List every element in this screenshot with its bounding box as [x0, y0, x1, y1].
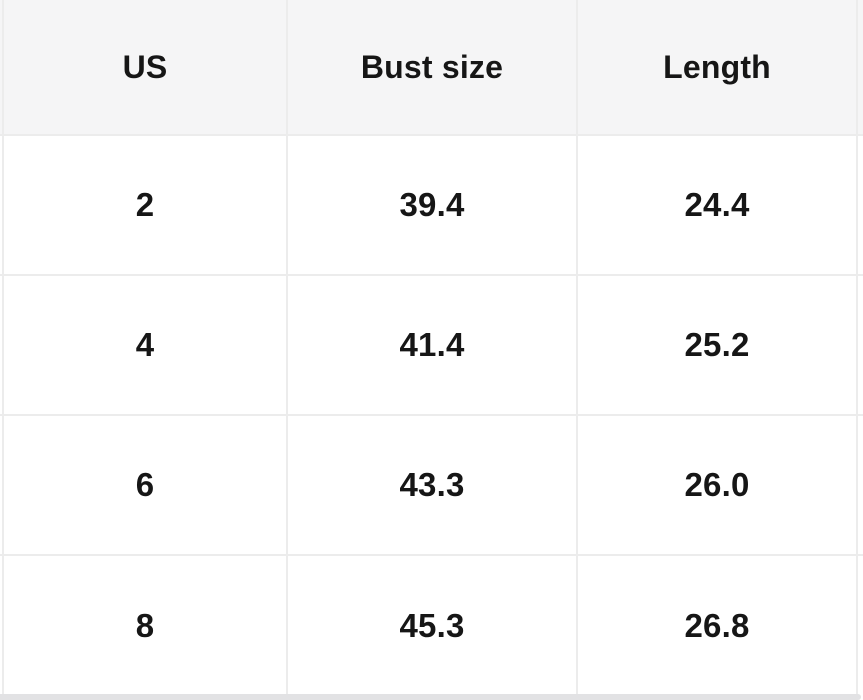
- table-row: 6 43.3 26.0: [0, 416, 863, 556]
- horizontal-scrollbar-thumb[interactable]: [0, 694, 861, 700]
- cutoff-column-left: [0, 0, 4, 134]
- table-cell-length: 26.0: [578, 416, 858, 554]
- cutoff-column-left: [0, 556, 4, 696]
- cutoff-column-left: [0, 416, 4, 554]
- cutoff-column-right: [858, 276, 863, 414]
- cutoff-column-right: [858, 416, 863, 554]
- table-cell-bust-size: 43.3: [288, 416, 578, 554]
- table-row: 4 41.4 25.2: [0, 276, 863, 416]
- table-header-row: US Bust size Length: [0, 0, 863, 136]
- cutoff-column-right: [858, 556, 863, 696]
- table-row: 8 45.3 26.8: [0, 556, 863, 696]
- table-row: 2 39.4 24.4: [0, 136, 863, 276]
- column-header-length: Length: [578, 0, 858, 134]
- table-cell-bust-size: 41.4: [288, 276, 578, 414]
- table-cell-length: 25.2: [578, 276, 858, 414]
- table-cell-us: 8: [4, 556, 288, 696]
- table-cell-bust-size: 39.4: [288, 136, 578, 274]
- column-header-bust-size: Bust size: [288, 0, 578, 134]
- cutoff-column-right: [858, 0, 863, 134]
- table-cell-us: 6: [4, 416, 288, 554]
- cutoff-column-right: [858, 136, 863, 274]
- table-cell-bust-size: 45.3: [288, 556, 578, 696]
- column-header-us: US: [4, 0, 288, 134]
- table-cell-length: 26.8: [578, 556, 858, 696]
- cutoff-column-left: [0, 276, 4, 414]
- table-cell-length: 24.4: [578, 136, 858, 274]
- table-cell-us: 2: [4, 136, 288, 274]
- table-cell-us: 4: [4, 276, 288, 414]
- cutoff-column-left: [0, 136, 4, 274]
